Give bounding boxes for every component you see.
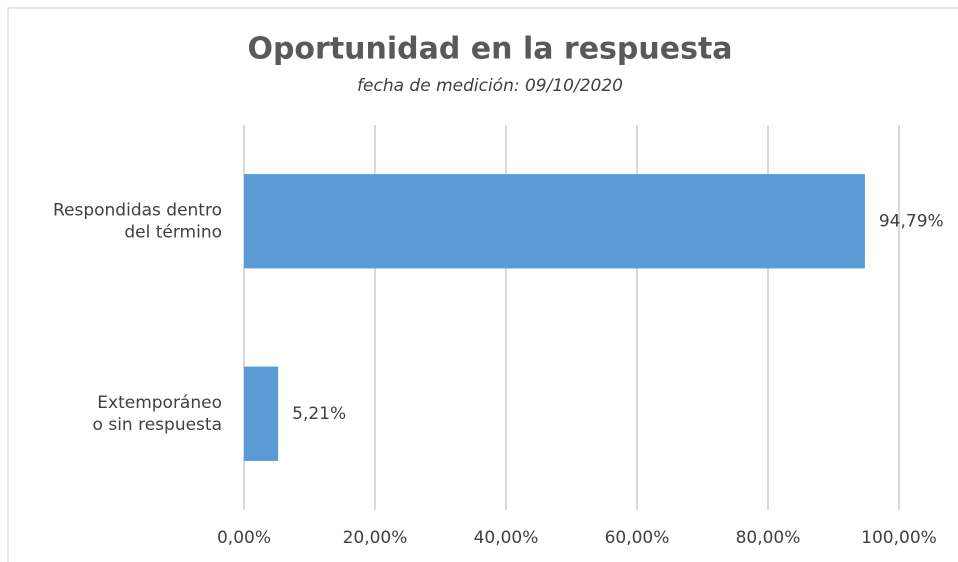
y-tick-label: Respondidas dentro (53, 200, 222, 220)
x-tick-label: 0,00% (217, 528, 271, 548)
data-label: 94,79% (879, 211, 944, 231)
y-tick-label: del término (124, 222, 222, 242)
x-tick-label: 60,00% (605, 528, 670, 548)
bar (244, 366, 279, 461)
chart-title: Oportunidad en la respuesta (247, 32, 732, 67)
data-label: 5,21% (292, 404, 346, 424)
bar (244, 174, 865, 269)
chart-subtitle: fecha de medición: 09/10/2020 (357, 76, 623, 96)
chart-frame (7, 7, 958, 562)
x-tick-label: 20,00% (343, 528, 408, 548)
x-tick-label: 100,00% (861, 528, 937, 548)
y-tick-label: o sin respuesta (93, 415, 222, 435)
x-tick-label: 40,00% (474, 528, 539, 548)
y-tick-label: Extemporáneo (97, 393, 222, 413)
x-tick-label: 80,00% (736, 528, 801, 548)
